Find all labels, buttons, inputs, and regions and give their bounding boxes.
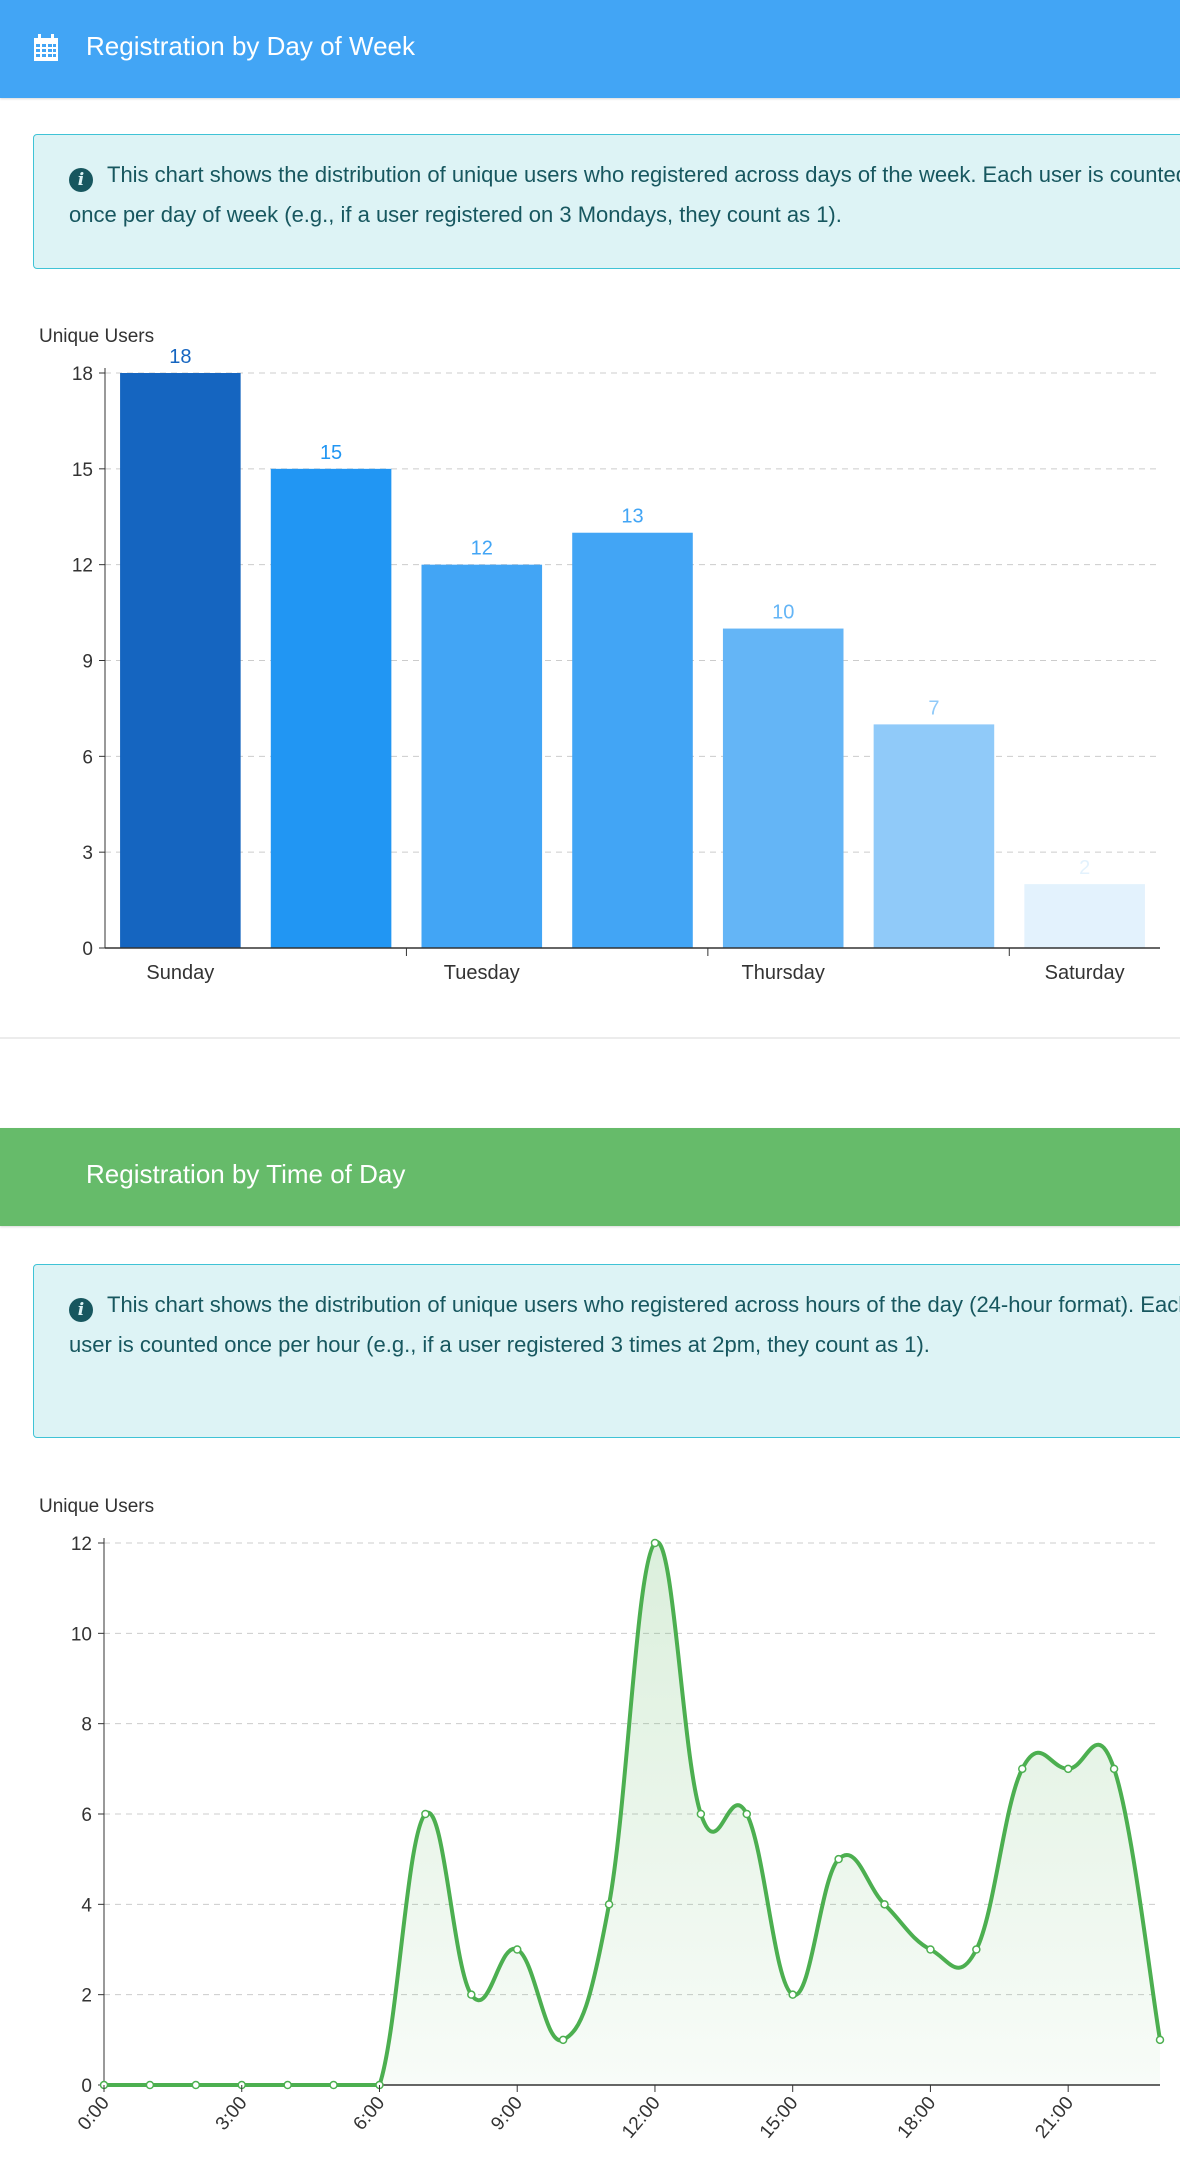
- bar-value-label: 15: [320, 442, 342, 464]
- data-point: [1109, 1764, 1119, 1774]
- bar-tuesday: [421, 564, 543, 948]
- data-point: [283, 2080, 292, 2090]
- y-tick-label: 18: [72, 364, 93, 385]
- data-point: [1063, 1764, 1073, 1774]
- time-of-day-header: Registration by Time of Day: [0, 1128, 1180, 1226]
- calendar-icon: [34, 34, 58, 61]
- y-tick-label: 8: [81, 1715, 92, 1736]
- data-point: [191, 2080, 201, 2090]
- bar-value-label: 12: [471, 538, 493, 560]
- bar-value-label: 18: [169, 346, 191, 368]
- bar-wednesday: [572, 532, 693, 948]
- bar-value-label: 10: [772, 602, 794, 624]
- info-text: This chart shows the distribution of uni…: [69, 1292, 1180, 1357]
- y-axis-title: Unique Users: [39, 1496, 154, 1517]
- data-point: [926, 1945, 935, 1954]
- y-tick-label: 4: [81, 1895, 92, 1916]
- day-of-week-bar-chart: Unique Users 0 3 6 9 12 15 18 18 15 12 13 10 7 2 Sunday…: [39, 326, 1160, 984]
- y-tick-label: 3: [82, 843, 93, 864]
- section-title: Registration by Time of Day: [86, 1159, 406, 1189]
- x-tick-label: 3:00: [212, 2093, 252, 2135]
- data-point: [467, 1990, 476, 1999]
- y-tick-label: 6: [82, 747, 93, 768]
- info-icon: i: [69, 168, 93, 192]
- data-point: [880, 1900, 889, 1909]
- x-tick-label: Saturday: [1045, 962, 1125, 984]
- y-tick-label: 12: [72, 556, 93, 577]
- data-point: [650, 1538, 660, 1548]
- y-tick-label: 6: [81, 1805, 92, 1826]
- data-point: [1155, 2035, 1165, 2045]
- data-point: [788, 1990, 797, 1999]
- section-title: Registration by Day of Week: [86, 31, 415, 61]
- bar-thursday: [722, 628, 844, 948]
- y-tick-label: 9: [82, 652, 93, 673]
- bar-saturday: [1024, 884, 1145, 948]
- data-point: [1018, 1764, 1027, 1774]
- time-of-day-area-chart: Unique Users 0 2 4 6 8 10 12 0:00 3:00 6:00 9:00 12:…: [39, 1496, 1165, 2143]
- x-tick-label: 12:00: [618, 2093, 665, 2143]
- y-axis-title: Unique Users: [39, 326, 154, 347]
- data-point: [742, 1809, 752, 1819]
- y-tick-label: 12: [71, 1534, 92, 1555]
- info-icon: i: [69, 1298, 93, 1322]
- data-point: [512, 1945, 522, 1954]
- x-tick-label: 18:00: [894, 2093, 941, 2143]
- data-point: [558, 2035, 568, 2045]
- bar-sunday: [120, 373, 241, 948]
- x-tick-label: 9:00: [487, 2093, 527, 2135]
- x-tick-label: Tuesday: [444, 962, 520, 984]
- data-point: [329, 2080, 338, 2090]
- info-alert: i This chart shows the distribution of un…: [33, 1264, 1180, 1438]
- y-tick-label: 0: [82, 939, 93, 960]
- bar-monday: [270, 468, 392, 948]
- area-fill: [104, 1542, 1160, 2085]
- bar-value-label: 7: [928, 697, 939, 719]
- data-point: [604, 1900, 614, 1909]
- bar-friday: [873, 724, 995, 948]
- day-of-week-header: Registration by Day of Week: [0, 0, 1180, 98]
- data-point: [972, 1945, 981, 1954]
- data-point: [145, 2080, 155, 2090]
- info-text: This chart shows the distribution of uni…: [69, 162, 1180, 227]
- bar-value-label: 13: [621, 506, 643, 528]
- y-tick-label: 15: [72, 460, 93, 481]
- x-tick-label: 0:00: [74, 2093, 114, 2135]
- info-alert: i This chart shows the distribution of un…: [33, 134, 1180, 269]
- x-tick-label: 15:00: [756, 2093, 803, 2143]
- data-point: [696, 1809, 706, 1819]
- data-point: [421, 1809, 430, 1819]
- x-tick-label: 6:00: [349, 2093, 389, 2135]
- x-tick-label: 21:00: [1031, 2093, 1078, 2143]
- bar-value-label: 2: [1079, 857, 1090, 879]
- y-tick-label: 10: [71, 1624, 92, 1645]
- data-point: [834, 1854, 843, 1864]
- x-tick-label: Thursday: [742, 962, 825, 984]
- x-tick-label: Sunday: [146, 962, 214, 984]
- y-tick-label: 0: [81, 2076, 92, 2097]
- y-tick-label: 2: [81, 1986, 92, 2007]
- card-divider: [0, 1037, 1180, 1039]
